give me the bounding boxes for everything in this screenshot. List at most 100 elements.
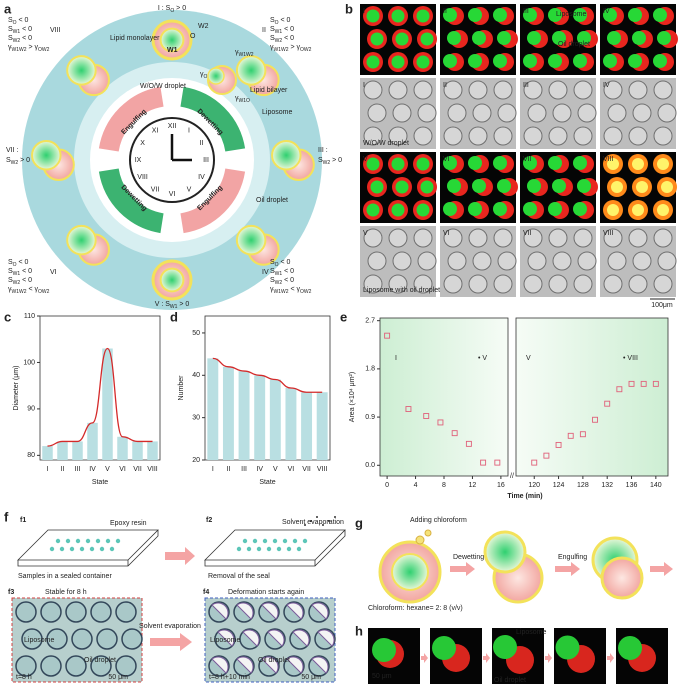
x-tick-label: 12 <box>469 482 477 489</box>
sample-dot <box>246 546 252 552</box>
subscript: W1 <box>13 29 21 35</box>
math-part: < 0 <box>17 17 29 24</box>
cell <box>443 126 463 146</box>
cell-core <box>416 55 430 69</box>
state-label: VI <box>50 269 57 276</box>
droplet-half <box>236 602 254 620</box>
droplet-core <box>391 553 429 591</box>
image-label: I <box>363 8 365 15</box>
y-tick-label: 90 <box>27 406 35 413</box>
axis-break: // <box>510 473 514 480</box>
cell <box>493 274 513 294</box>
math-part: > 0 <box>18 157 30 164</box>
liposome <box>497 31 511 45</box>
liposome <box>447 179 461 193</box>
cell <box>493 80 513 100</box>
cell <box>443 228 463 248</box>
liposome <box>493 635 517 659</box>
math-part: S <box>6 157 11 164</box>
label: Epoxy resin <box>110 520 147 527</box>
cell <box>447 103 467 123</box>
clock-numeral: II <box>199 140 203 147</box>
droplet <box>115 655 137 677</box>
cell <box>388 126 408 146</box>
vapor <box>316 516 318 518</box>
panel-label: c <box>4 309 11 324</box>
cell-core <box>420 32 434 46</box>
liposome <box>603 54 617 68</box>
image-label: IV <box>603 8 610 15</box>
cell <box>472 251 492 271</box>
label: Removal of the seal <box>208 573 270 580</box>
droplet-half <box>317 629 335 647</box>
liposome <box>372 638 396 662</box>
bar <box>87 422 98 460</box>
clock-numeral: I <box>188 127 190 134</box>
bar <box>72 441 83 460</box>
math-part: < 0 <box>279 17 291 24</box>
subscript: OW2 <box>300 47 312 53</box>
x-tick-label: VIII <box>147 466 158 473</box>
droplet-half <box>261 656 279 674</box>
math-part: > γ <box>27 44 39 51</box>
cell-core <box>370 180 384 194</box>
bar <box>285 388 297 460</box>
x-tick-label: II <box>61 466 65 473</box>
droplet <box>71 628 93 650</box>
droplet-half <box>211 656 229 674</box>
sample-dot <box>109 546 115 552</box>
liposome <box>603 8 617 22</box>
liposome <box>573 156 587 170</box>
subscript: W1 <box>275 271 283 277</box>
cell <box>548 274 568 294</box>
sample-dot <box>79 546 85 552</box>
data-point <box>616 386 623 393</box>
vapor <box>328 520 330 522</box>
bar <box>132 441 143 460</box>
y-tick-label: 2.7 <box>365 318 375 325</box>
vapor <box>310 520 312 522</box>
droplet <box>90 601 112 623</box>
cell <box>632 103 652 123</box>
subscript: W1W2 <box>274 289 289 295</box>
math-part: < 0 <box>282 277 294 284</box>
cell <box>573 228 593 248</box>
subscript: W2 <box>13 280 21 286</box>
liposome <box>66 55 97 86</box>
cell-core <box>366 157 380 171</box>
image-label: V <box>363 156 368 163</box>
data-point <box>494 459 501 466</box>
label: t=8 h <box>16 674 32 681</box>
cell <box>653 126 673 146</box>
panel-label: e <box>340 309 347 324</box>
droplet-half <box>267 629 285 647</box>
panel-label: d <box>170 309 178 324</box>
liposome <box>628 8 642 22</box>
math-part: < 0 <box>282 26 294 33</box>
math-part: S <box>270 17 275 24</box>
label: W/O/W droplet <box>363 140 409 147</box>
data-point <box>628 380 635 387</box>
liposome <box>523 8 537 22</box>
liposome <box>493 202 507 216</box>
panel-label: b <box>345 1 353 16</box>
subscript: OW2 <box>38 289 50 295</box>
label: Solvent evaporation <box>139 623 201 630</box>
plot-frame <box>39 315 161 461</box>
math-part: < 0 <box>20 277 32 284</box>
clock-numeral: IX <box>135 157 142 164</box>
data-point <box>405 406 412 413</box>
cell-core <box>607 204 619 216</box>
math-label: γW1W2 > γOW2 <box>270 44 312 53</box>
cell <box>527 103 547 123</box>
label: 50 μm <box>108 674 128 681</box>
cell-core <box>657 204 669 216</box>
liposome <box>472 31 486 45</box>
x-axis-label: State <box>259 479 275 486</box>
droplet-half <box>311 656 329 674</box>
droplet <box>46 628 68 650</box>
subscript: W2 <box>11 160 19 166</box>
container <box>204 529 346 561</box>
data-point <box>451 430 458 437</box>
label: Oil droplet <box>256 197 288 204</box>
